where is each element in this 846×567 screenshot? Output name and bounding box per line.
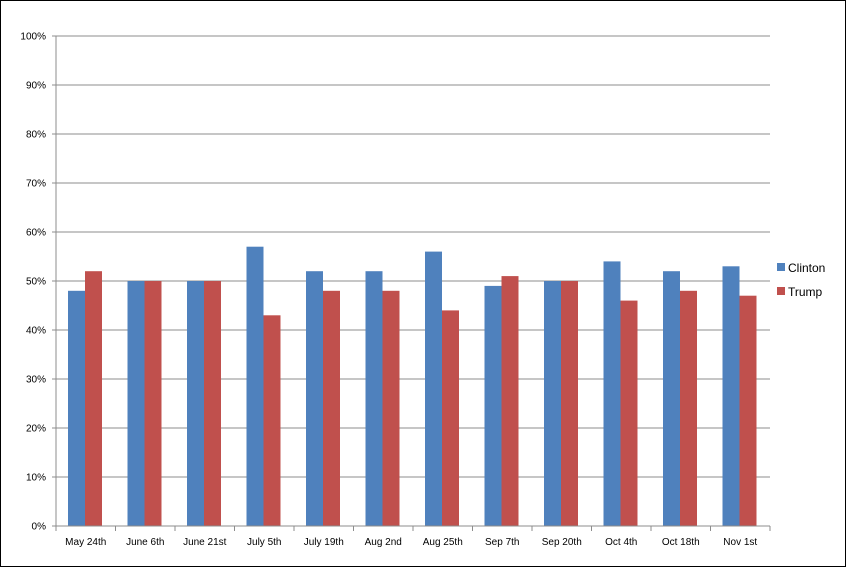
gridlines xyxy=(52,35,770,527)
y-tick-label: 0% xyxy=(32,522,47,533)
y-tick-label: 50% xyxy=(26,277,46,288)
x-tick-label: Oct 18th xyxy=(662,537,700,548)
x-tick-label: June 6th xyxy=(126,537,164,548)
bar-trump-10 xyxy=(680,290,697,526)
legend-swatch-trump xyxy=(777,287,785,295)
y-tick-label: 100% xyxy=(20,32,46,43)
bar-trump-3 xyxy=(263,315,281,526)
x-tick-label: Nov 1st xyxy=(723,537,757,548)
bar-trump-6 xyxy=(442,310,459,526)
bar-clinton-9 xyxy=(603,261,621,526)
y-tick-label: 10% xyxy=(26,473,46,484)
y-tick-label: 30% xyxy=(26,375,46,386)
bar-clinton-1 xyxy=(127,281,145,526)
bar-clinton-7 xyxy=(484,285,502,526)
y-tick-label: 90% xyxy=(26,81,46,92)
x-tick-label: Aug 25th xyxy=(423,537,463,548)
bar-trump-0 xyxy=(85,271,102,526)
legend-label-clinton: Clinton xyxy=(788,261,825,275)
y-axis-tick-labels: 0% 10% 20% 30% 40% 50% 60% 70% 80% 90% 100% xyxy=(20,32,46,533)
bar-clinton-8 xyxy=(544,281,561,526)
x-tick-label: Sep 7th xyxy=(485,537,519,548)
bar-trump-5 xyxy=(382,290,400,526)
x-tick-label: June 21st xyxy=(183,537,227,548)
x-tick-label: July 19th xyxy=(304,537,344,548)
bar-clinton-0 xyxy=(68,290,85,526)
legend-label-trump: Trump xyxy=(788,285,823,299)
y-tick-label: 80% xyxy=(26,130,46,141)
y-tick-label: 70% xyxy=(26,179,46,190)
x-tick-label: July 5th xyxy=(247,537,281,548)
bar-trump-1 xyxy=(144,281,162,526)
y-tick-label: 40% xyxy=(26,326,46,337)
legend: Clinton Trump xyxy=(777,261,825,299)
bar-trump-9 xyxy=(620,300,638,526)
legend-swatch-clinton xyxy=(777,263,785,271)
bar-trump-7 xyxy=(501,276,519,526)
x-axis-tick-labels: May 24th June 6th June 21st July 5th July 19… xyxy=(55,526,771,548)
bar-trump-2 xyxy=(204,281,221,526)
bar-trump-11 xyxy=(739,295,757,526)
bar-trump-4 xyxy=(323,290,340,526)
y-tick-label: 60% xyxy=(26,228,46,239)
bar-clinton-11 xyxy=(722,266,740,526)
bars xyxy=(68,246,757,526)
bar-trump-8 xyxy=(561,281,578,526)
bar-clinton-2 xyxy=(187,281,204,526)
bar-clinton-6 xyxy=(425,251,442,526)
x-tick-label: May 24th xyxy=(65,537,106,548)
bar-clinton-10 xyxy=(663,271,680,526)
x-tick-label: Aug 2nd xyxy=(365,537,402,548)
x-tick-label: Sep 20th xyxy=(542,537,582,548)
bar-clinton-3 xyxy=(246,246,264,526)
bar-clinton-4 xyxy=(306,271,323,526)
x-tick-label: Oct 4th xyxy=(605,537,637,548)
y-tick-label: 20% xyxy=(26,424,46,435)
bar-clinton-5 xyxy=(365,271,383,526)
